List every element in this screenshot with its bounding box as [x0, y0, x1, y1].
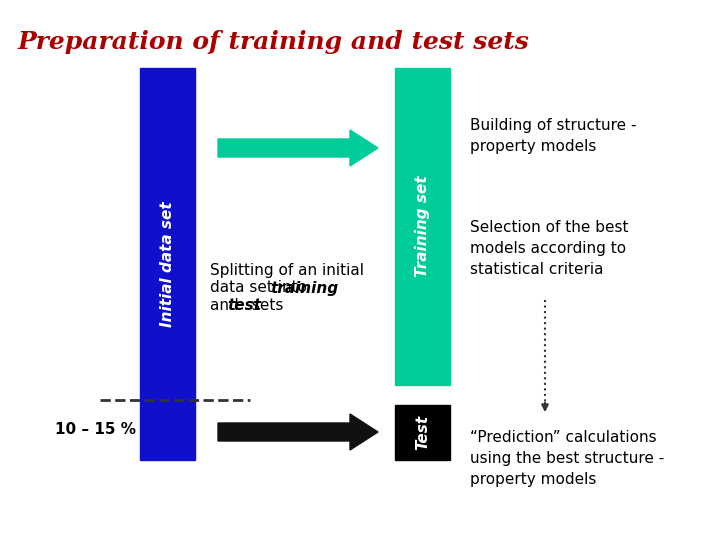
Polygon shape [218, 130, 378, 166]
Bar [395, 68, 450, 385]
Text: Test: Test [415, 415, 430, 450]
Text: test: test [228, 299, 261, 314]
Polygon shape [218, 414, 378, 450]
Text: “Prediction” calculations
using the best structure -
property models: “Prediction” calculations using the best… [470, 430, 665, 487]
Text: Selection of the best
models according to
statistical criteria: Selection of the best models according t… [470, 220, 629, 277]
Text: Splitting of an initial: Splitting of an initial [210, 262, 364, 278]
Text: sets: sets [247, 299, 284, 314]
Bar [395, 405, 450, 460]
Text: data set into: data set into [210, 280, 312, 295]
Text: and: and [210, 299, 243, 314]
Text: training: training [270, 280, 338, 295]
Text: Building of structure -
property models: Building of structure - property models [470, 118, 636, 154]
Text: Training set: Training set [415, 176, 430, 278]
Bar [140, 68, 195, 460]
Text: Initial data set: Initial data set [160, 201, 175, 327]
Text: Preparation of training and test sets: Preparation of training and test sets [18, 30, 530, 54]
Text: 10 – 15 %: 10 – 15 % [55, 422, 136, 437]
